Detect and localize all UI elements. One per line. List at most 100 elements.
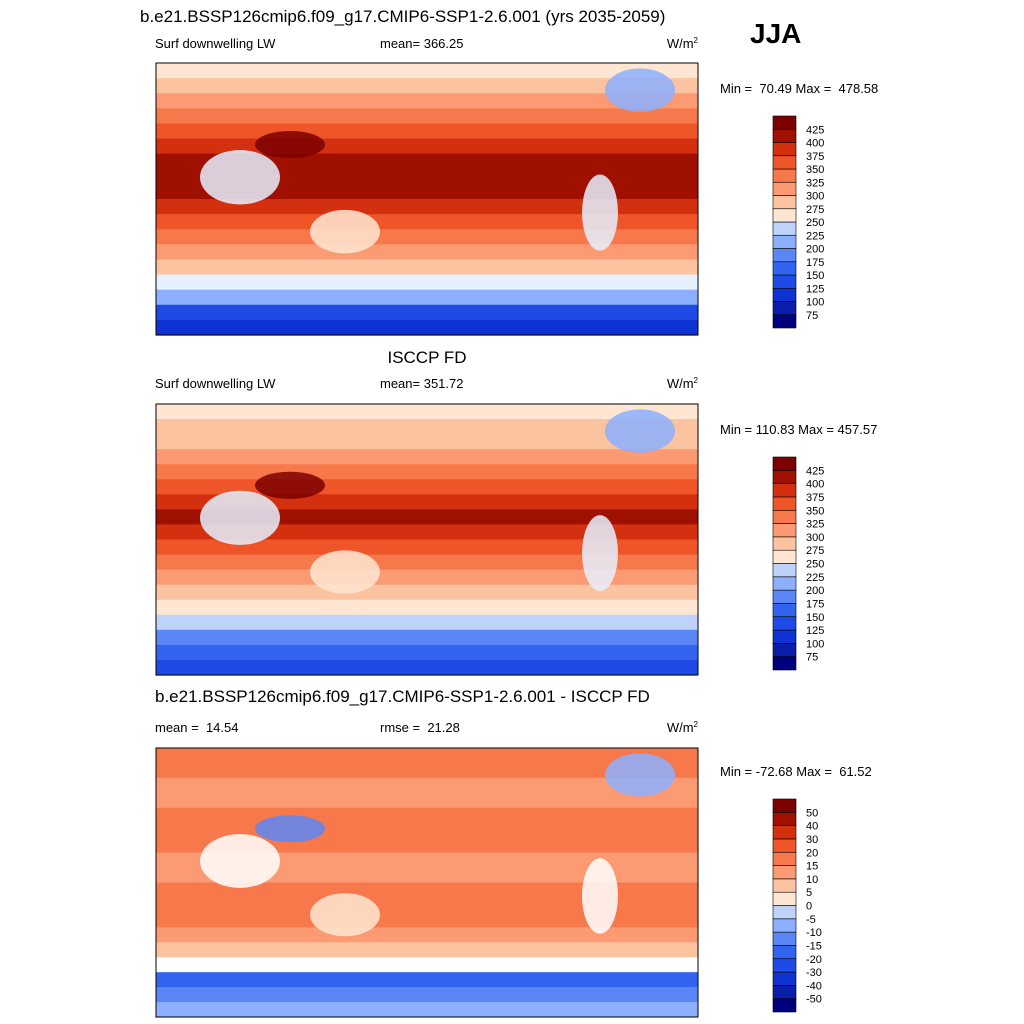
map-band — [156, 852, 698, 869]
map-band — [156, 762, 698, 779]
colorbar-box — [772, 549, 797, 564]
units: W/m2 — [667, 376, 699, 391]
colorbar-box — [772, 128, 797, 143]
map-band — [156, 259, 698, 276]
range-label: Min = 110.83 Max = 457.57 — [720, 422, 877, 437]
map-band — [156, 629, 698, 646]
colorbar-box — [772, 234, 797, 249]
left-label: mean = 14.54 — [155, 720, 238, 735]
map-band — [156, 464, 698, 480]
map-band — [156, 957, 698, 973]
left-label: Surf downwelling LW — [155, 36, 276, 51]
colorbar-box — [772, 589, 797, 604]
colorbar-label: 300 — [806, 532, 824, 544]
map-region — [255, 471, 325, 499]
colorbar-box — [772, 142, 797, 157]
map-band — [156, 614, 698, 631]
map-region — [582, 174, 618, 251]
map-band — [156, 289, 698, 306]
colorbar-box — [772, 483, 797, 498]
map-band — [156, 319, 698, 336]
colorbar-label: 5 — [806, 887, 812, 899]
colorbar-box — [772, 958, 797, 973]
colorbar-label: 425 — [806, 465, 824, 477]
map-band — [156, 274, 698, 291]
colorbar-box — [772, 261, 797, 276]
colorbar-label: 30 — [806, 834, 818, 846]
map-band — [156, 419, 698, 435]
map-band — [156, 1002, 698, 1018]
colorbar-box — [772, 838, 797, 853]
map-region — [605, 68, 675, 112]
map-band — [156, 199, 698, 215]
map-band — [156, 942, 698, 958]
colorbar-label: 200 — [806, 244, 824, 256]
map-band — [156, 108, 698, 125]
map-region — [605, 753, 675, 797]
units-exponent: 2 — [694, 720, 699, 729]
colorbar-label: 175 — [806, 257, 824, 269]
map-band — [156, 792, 698, 809]
colorbar-label: -5 — [806, 914, 816, 926]
colorbar-label: 350 — [806, 505, 824, 517]
map-band — [156, 659, 698, 676]
map-band — [156, 509, 698, 526]
map-band — [156, 404, 698, 420]
map-region — [310, 550, 380, 594]
colorbar-box — [772, 314, 797, 329]
map-band — [156, 987, 698, 1003]
colorbar-label: 300 — [806, 191, 824, 203]
units-base: W/m — [667, 36, 694, 51]
map-frame — [155, 747, 699, 1018]
range-label: Min = 70.49 Max = 478.58 — [720, 81, 878, 96]
map-band — [156, 93, 698, 109]
colorbar-label: 40 — [806, 821, 818, 833]
colorbar-label: 325 — [806, 177, 824, 189]
map-field — [156, 63, 698, 336]
colorbar-label: 50 — [806, 807, 818, 819]
colorbar-label: -10 — [806, 927, 822, 939]
colorbar-label: 275 — [806, 204, 824, 216]
range-label: Min = -72.68 Max = 61.52 — [720, 764, 872, 779]
units-exponent: 2 — [694, 376, 699, 385]
colorbar-label: 20 — [806, 847, 818, 859]
map-band — [156, 748, 698, 764]
map-band — [156, 554, 698, 571]
colorbar-box — [772, 576, 797, 591]
colorbar-box — [772, 905, 797, 920]
colorbar-box — [772, 274, 797, 289]
map-band — [156, 244, 698, 261]
map-band — [156, 304, 698, 321]
map-band — [156, 807, 698, 824]
colorbar-label: 325 — [806, 519, 824, 531]
panel-title: b.e21.BSSP126cmip6.f09_g17.CMIP6-SSP1-2.… — [155, 687, 650, 706]
colorbar-box — [772, 865, 797, 880]
units-base: W/m — [667, 720, 694, 735]
colorbar-label: -20 — [806, 954, 822, 966]
map-band — [156, 183, 698, 200]
map-band — [156, 599, 698, 616]
map-band — [156, 449, 698, 465]
colorbar-label: -15 — [806, 940, 822, 952]
colorbar-label: 350 — [806, 164, 824, 176]
colorbar-label: 425 — [806, 124, 824, 136]
colorbar-box — [772, 115, 797, 130]
map-region — [582, 515, 618, 591]
colorbar-box — [772, 287, 797, 302]
colorbar-label: 400 — [806, 138, 824, 150]
colorbar-label: 400 — [806, 479, 824, 491]
colorbar-box — [772, 195, 797, 210]
map-region — [310, 209, 380, 254]
colorbar-box — [772, 971, 797, 986]
colorbar-box — [772, 155, 797, 170]
colorbar-box — [772, 656, 797, 671]
colorbar-box — [772, 470, 797, 484]
colorbar-label: -50 — [806, 994, 822, 1006]
colorbar-label: 75 — [806, 652, 818, 664]
map-band — [156, 524, 698, 541]
colorbar-box — [772, 523, 797, 538]
map-band — [156, 63, 698, 79]
map-frame — [155, 403, 699, 676]
colorbar-box — [772, 643, 797, 657]
